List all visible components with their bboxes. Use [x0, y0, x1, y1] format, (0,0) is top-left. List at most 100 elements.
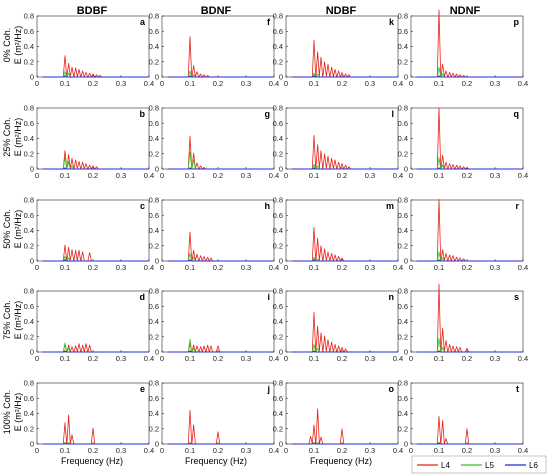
- panel-letter: r: [515, 201, 519, 211]
- row-label-1: 25% Coh.: [2, 117, 12, 157]
- y-tick-label: 0.2: [24, 57, 34, 66]
- y-tick-label: 0.6: [149, 394, 159, 403]
- row-label-4: 100% Coh.: [2, 390, 12, 435]
- x-tick-label: 0.1: [309, 354, 319, 363]
- series-l4-line: [291, 135, 398, 170]
- x-tick-label: 0.2: [462, 446, 472, 455]
- panel-letter: h: [265, 201, 271, 211]
- x-tick-label: 0.4: [269, 79, 279, 88]
- series-l4-line: [42, 55, 149, 78]
- panel-letter: k: [389, 17, 395, 27]
- y-tick-label: 0: [155, 348, 159, 357]
- row-labels: 0% Coh. 25% Coh. 50% Coh. 75% Coh. 100% …: [2, 28, 12, 435]
- y-tick-label: 0.6: [149, 27, 159, 36]
- y-tick-label: 0.4: [149, 134, 159, 143]
- panel-letter: l: [391, 109, 394, 119]
- x-tick-label: 0.3: [241, 79, 251, 88]
- series-l4-line: [291, 40, 398, 78]
- y-tick-label: 0.8: [398, 379, 408, 388]
- y-tick-label: 0.2: [398, 57, 408, 66]
- x-tick-label: 0: [409, 79, 413, 88]
- panel-letter: n: [389, 292, 395, 302]
- panel-letter: p: [514, 17, 520, 27]
- panel-d: 0 0.1 0.2 0.3 0.4 0 0.2 0.4 0.6 0.8 d: [24, 287, 155, 363]
- y-tick-label: 0.6: [24, 302, 34, 311]
- y-tick-label: 0.4: [149, 317, 159, 326]
- panel-q: 0 0.1 0.2 0.3 0.4 0 0.2 0.4 0.6 0.8 q: [398, 104, 529, 180]
- panel-n: 0 0.1 0.2 0.3 0.4 0 0.2 0.4 0.6 0.8 n: [273, 287, 404, 363]
- x-axis-label-2: Frequency (Hz): [310, 456, 372, 466]
- y-tick-label: 0.4: [273, 134, 283, 143]
- x-tick-label: 0.3: [241, 354, 251, 363]
- x-tick-label: 0.3: [241, 263, 251, 272]
- panel-letter: s: [514, 292, 519, 302]
- x-tick-label: 0.1: [60, 263, 70, 272]
- panel-frame: [161, 382, 275, 445]
- panel-frame: [161, 290, 275, 353]
- y-axis-label-3: E (m²/Hz): [13, 301, 23, 340]
- series-l6-line: [42, 350, 149, 353]
- y-tick-label: 0.4: [149, 409, 159, 418]
- y-tick-label: 0.4: [273, 42, 283, 51]
- y-tick-label: 0.2: [273, 57, 283, 66]
- y-tick-label: 0.4: [273, 226, 283, 235]
- y-tick-label: 0.2: [398, 149, 408, 158]
- x-tick-label: 0.2: [337, 263, 347, 272]
- panel-letter: c: [140, 201, 145, 211]
- y-tick-label: 0.4: [273, 317, 283, 326]
- x-tick-label: 0: [35, 354, 39, 363]
- panel-frame: [410, 199, 524, 262]
- series-l6-line: [167, 167, 274, 170]
- x-tick-label: 0.3: [116, 263, 126, 272]
- y-tick-label: 0.4: [149, 42, 159, 51]
- y-tick-label: 0.8: [24, 196, 34, 205]
- y-tick-label: 0.4: [24, 134, 34, 143]
- y-tick-label: 0.6: [24, 27, 34, 36]
- x-tick-label: 0.4: [393, 79, 403, 88]
- panel-frame: [285, 15, 399, 78]
- x-tick-label: 0: [409, 263, 413, 272]
- panel-frame: [285, 107, 399, 170]
- x-tick-label: 0.2: [462, 171, 472, 180]
- panel-letter: m: [386, 201, 394, 211]
- row-label-2: 50% Coh.: [2, 209, 12, 249]
- x-tick-label: 0.2: [462, 79, 472, 88]
- x-tick-label: 0: [160, 354, 164, 363]
- panel-letter: q: [514, 109, 520, 119]
- panel-b: 0 0.1 0.2 0.3 0.4 0 0.2 0.4 0.6 0.8 b: [24, 104, 155, 180]
- series-l6-line: [291, 75, 398, 78]
- panel-letter: j: [266, 384, 270, 394]
- y-tick-label: 0.6: [398, 394, 408, 403]
- panel-frame: [410, 290, 524, 353]
- panel-frame: [410, 107, 524, 170]
- series-l6-line: [42, 75, 149, 78]
- panel-frame: [285, 290, 399, 353]
- x-tick-label: 0: [160, 79, 164, 88]
- y-tick-label: 0.8: [398, 287, 408, 296]
- x-tick-label: 0.4: [518, 79, 528, 88]
- series-l6-line: [291, 167, 398, 170]
- series-l6-line: [42, 167, 149, 170]
- y-axis-label-2: E (m²/Hz): [13, 210, 23, 249]
- y-axis-labels: E (m²/Hz) E (m²/Hz) E (m²/Hz) E (m²/Hz) …: [13, 26, 23, 432]
- series-l6-line: [42, 442, 149, 445]
- series-l4-line: [167, 135, 274, 170]
- panel-r: 0 0.1 0.2 0.3 0.4 0 0.2 0.4 0.6 0.8 r: [398, 196, 529, 272]
- x-tick-label: 0.1: [60, 354, 70, 363]
- y-tick-label: 0.6: [398, 119, 408, 128]
- panel-frame: [285, 199, 399, 262]
- x-tick-label: 0.4: [518, 446, 528, 455]
- x-tick-label: 0.2: [213, 171, 223, 180]
- series-l6-line: [416, 442, 523, 445]
- panel-g: 0 0.1 0.2 0.3 0.400.20.40.60.8g: [149, 104, 280, 180]
- y-tick-label: 0.6: [273, 394, 283, 403]
- x-tick-label: 0.1: [434, 171, 444, 180]
- y-tick-label: 0.4: [24, 42, 34, 51]
- y-tick-label: 0.6: [398, 211, 408, 220]
- x-tick-label: 0.4: [144, 263, 154, 272]
- series-l6-line: [416, 350, 523, 353]
- row-label-0: 0% Coh.: [2, 28, 12, 63]
- panel-frame: [410, 382, 524, 445]
- y-tick-label: 0: [155, 73, 159, 82]
